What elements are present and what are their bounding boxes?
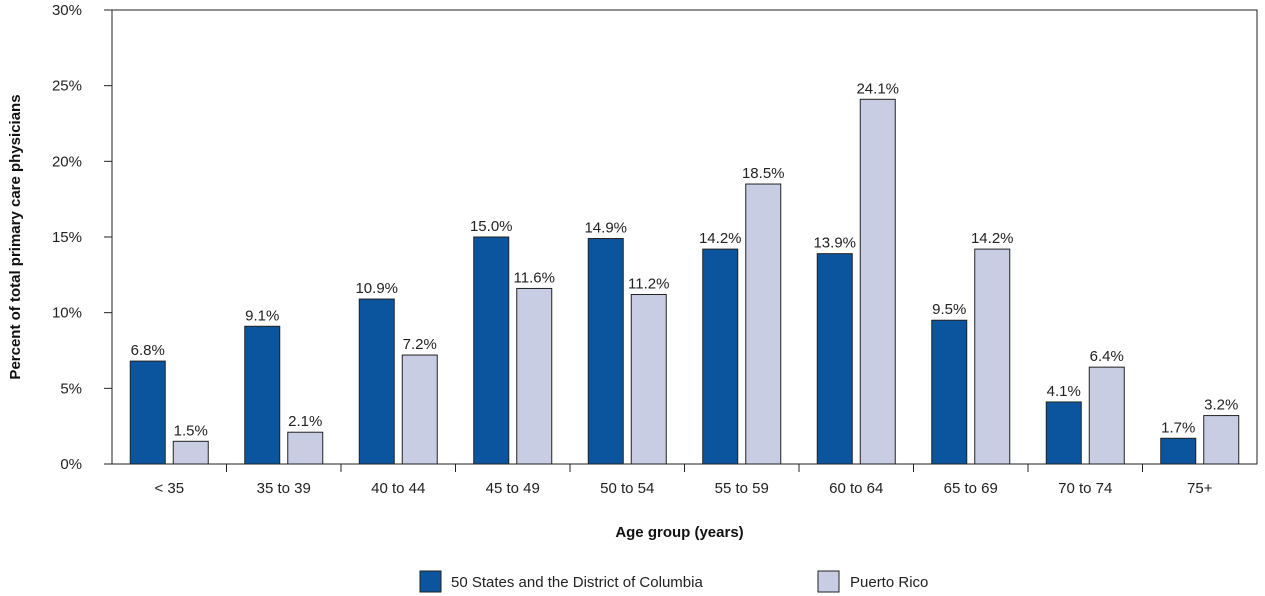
bar <box>932 320 967 464</box>
bar <box>860 99 895 464</box>
x-tick-label: 50 to 54 <box>600 480 654 497</box>
x-tick-label: 40 to 44 <box>371 480 425 497</box>
data-label: 14.2% <box>971 230 1014 247</box>
y-tick-label: 0% <box>60 456 82 473</box>
x-tick-label: 65 to 69 <box>944 480 998 497</box>
x-tick-label: 55 to 59 <box>715 480 769 497</box>
y-axis-ticks: 0% 5% 10% 15% 20% 25% 30% <box>52 2 112 473</box>
y-tick-label: 30% <box>52 2 82 19</box>
data-label: 10.9% <box>355 280 398 297</box>
data-label: 3.2% <box>1204 397 1238 414</box>
data-label: 1.7% <box>1161 419 1195 436</box>
x-tick-label: < 35 <box>154 480 184 497</box>
y-tick-label: 10% <box>52 305 82 322</box>
legend: 50 States and the District of Columbia P… <box>420 571 928 592</box>
x-tick-label: 35 to 39 <box>257 480 311 497</box>
y-tick-label: 15% <box>52 229 82 246</box>
data-label: 18.5% <box>742 165 785 182</box>
data-label: 14.9% <box>584 220 627 237</box>
bar <box>1089 367 1124 464</box>
bar <box>474 237 509 464</box>
bars <box>130 99 1239 464</box>
legend-label-50-states: 50 States and the District of Columbia <box>451 574 703 591</box>
bar <box>1046 402 1081 464</box>
data-label: 1.5% <box>174 422 208 439</box>
x-tick-label: 45 to 49 <box>486 480 540 497</box>
data-label: 4.1% <box>1047 383 1081 400</box>
data-label: 9.1% <box>245 307 279 324</box>
bar <box>631 295 666 464</box>
data-labels: 6.8% 1.5% 9.1% 2.1% 10.9% 7.2% 15.0% 11.6% 14.9%… <box>131 80 1239 439</box>
data-label: 13.9% <box>813 235 856 252</box>
bar <box>1161 438 1196 464</box>
legend-label-puerto-rico: Puerto Rico <box>850 574 928 591</box>
y-tick-label: 20% <box>52 153 82 170</box>
data-label: 11.2% <box>628 276 669 293</box>
bar <box>817 254 852 464</box>
x-tick-label: 70 to 74 <box>1058 480 1112 497</box>
y-axis-title: Percent of total primary care physicians <box>7 94 24 379</box>
data-label: 6.8% <box>131 342 165 359</box>
plot-area-frame <box>112 10 1257 464</box>
bar <box>975 249 1010 464</box>
bar <box>517 288 552 464</box>
data-label: 2.1% <box>288 413 322 430</box>
y-tick-label: 25% <box>52 78 82 95</box>
data-label: 15.0% <box>470 218 513 235</box>
data-label: 9.5% <box>932 301 966 318</box>
x-tick-label: 60 to 64 <box>829 480 883 497</box>
data-label: 6.4% <box>1090 348 1124 365</box>
data-label: 7.2% <box>403 336 437 353</box>
x-axis-title: Age group (years) <box>615 524 743 541</box>
bar <box>359 299 394 464</box>
data-label: 14.2% <box>699 230 742 247</box>
bar <box>245 326 280 464</box>
legend-swatch-puerto-rico <box>818 571 839 592</box>
bar <box>703 249 738 464</box>
bar <box>130 361 165 464</box>
x-tick-label: 75+ <box>1187 480 1213 497</box>
bar <box>173 441 208 464</box>
bar <box>588 239 623 464</box>
x-axis-ticks: < 35 35 to 39 40 to 44 45 to 49 50 to 54 55 t… <box>154 464 1212 497</box>
bar <box>402 355 437 464</box>
y-tick-label: 5% <box>60 380 82 397</box>
data-label: 11.6% <box>514 269 555 286</box>
bar <box>746 184 781 464</box>
data-label: 24.1% <box>856 80 899 97</box>
legend-swatch-50-states <box>420 571 441 592</box>
bar <box>288 432 323 464</box>
bar <box>1204 416 1239 464</box>
